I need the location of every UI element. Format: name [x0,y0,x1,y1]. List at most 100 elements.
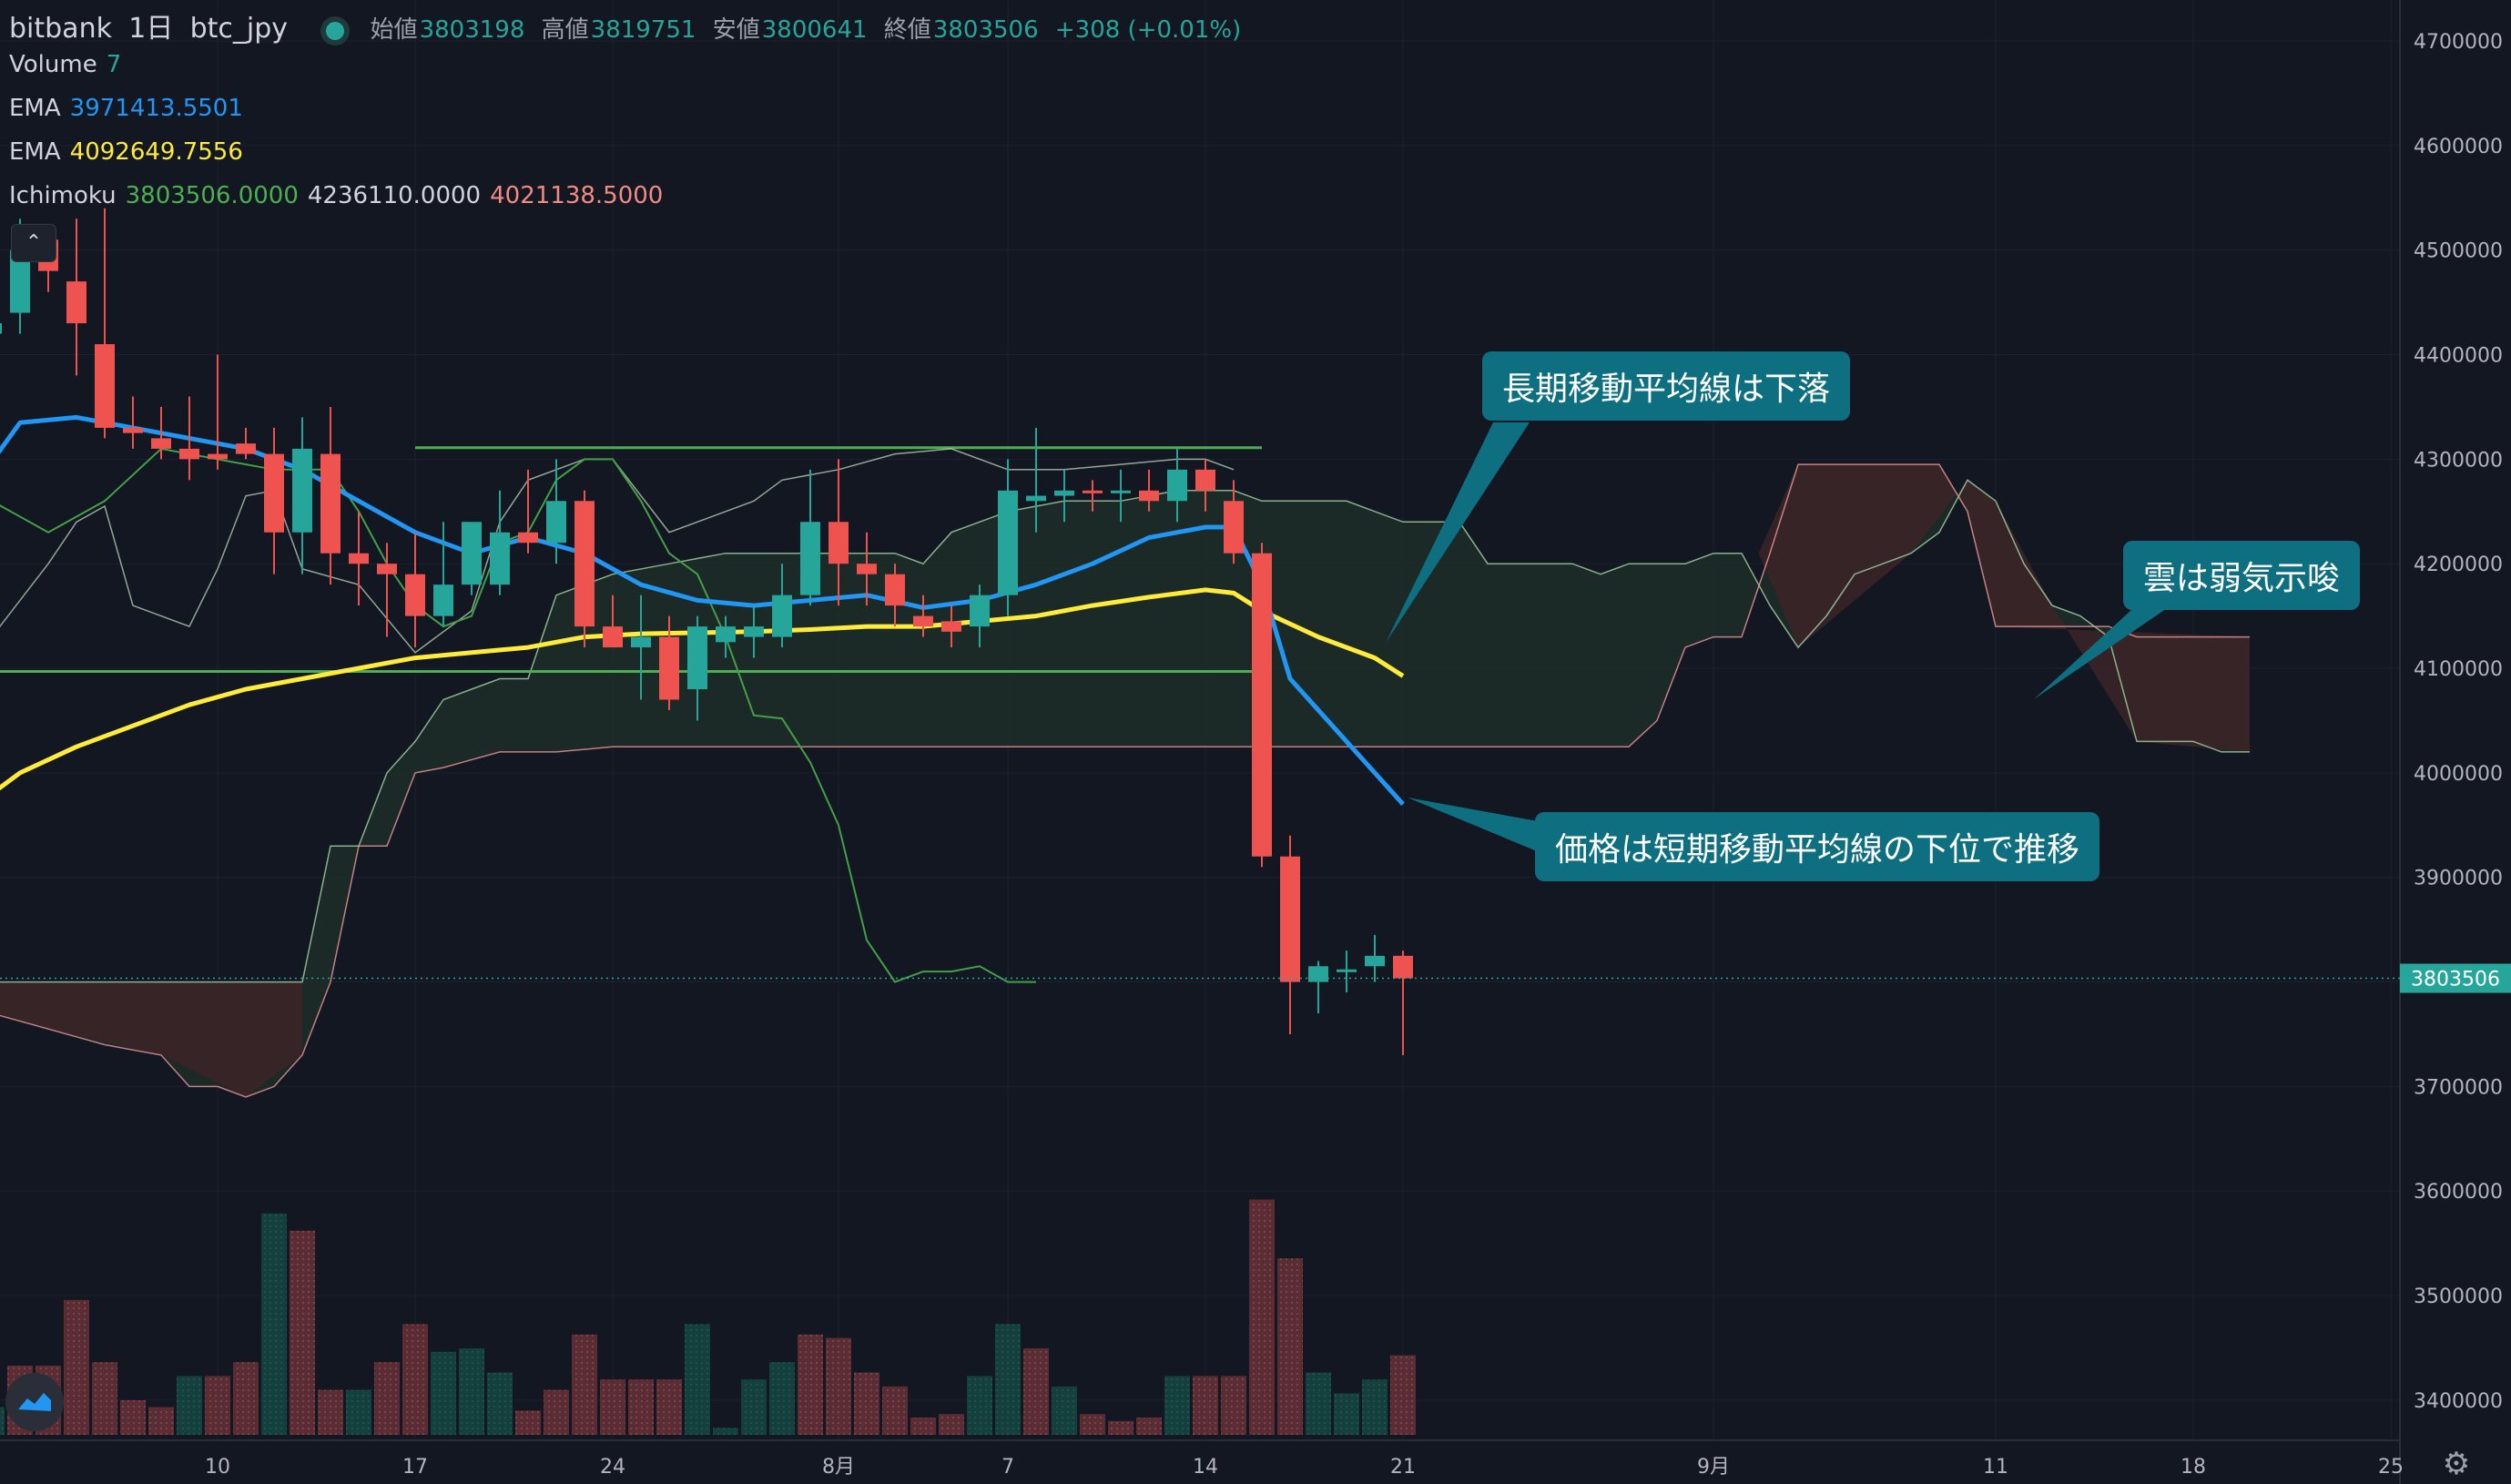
volume-bar [854,1372,879,1435]
candle-down [829,459,849,606]
price-tick-label: 4500000 [2414,240,2503,263]
volume-bar [1221,1376,1246,1435]
candle-up [546,459,566,564]
candle-body [0,323,2,334]
candle-up [998,459,1018,616]
market-status-icon [326,21,345,40]
volume-bar [572,1334,597,1435]
candle-body [208,453,228,460]
volume-bar [1193,1376,1218,1435]
volume-bar [741,1379,767,1435]
volume-bar [261,1213,287,1435]
open-label: 始値 [370,16,418,44]
ichimoku-legend[interactable]: Ichimoku 3803506.0000 4236110.0000 4021138.… [9,182,672,209]
volume-bar [233,1362,259,1435]
symbol-header: bitbank 1日 btc_jpy 始値3803198 高値3819751 安… [9,5,1250,46]
candle-up [1026,427,1046,533]
callout-cloud[interactable]: 雲は弱気示唆 [2123,541,2361,610]
candle-down [66,219,86,376]
candlesticks[interactable] [0,208,1413,1055]
candle-body [631,636,651,648]
volume-bar [544,1389,569,1435]
callout-price[interactable]: 価格は短期移動平均線の下位で推移 [1535,812,2100,881]
cloud-bear-fill [1758,464,2250,752]
candle-up [1054,469,1074,523]
volume-bar [1023,1348,1049,1435]
open-value: 3803198 [419,16,525,44]
ema-long-legend[interactable]: EMA 4092649.7556 [9,138,252,166]
candle-down [941,605,961,648]
price-tick-label: 3700000 [2414,1076,2503,1099]
candle-body [1139,490,1159,502]
cloud-bear-fill [0,981,302,1097]
candle-body [405,574,425,616]
candle-body [1280,856,1300,982]
ema-short-legend[interactable]: EMA 3971413.5501 [9,95,252,122]
tradingview-logo-icon[interactable] [5,1373,64,1431]
candle-body [10,249,30,313]
candle-body [546,501,566,544]
ichimoku-label: Ichimoku [9,182,117,209]
volume-bar [967,1376,992,1435]
change-value: +308 (+0.01%) [1054,16,1242,44]
candle-body [1111,490,1131,493]
price-axis[interactable]: 4700000 4600000 4500000 4400000 4300000 42000… [2414,31,2503,1413]
candle-body [1167,469,1187,502]
candle-body [1252,553,1272,857]
candle-down [377,543,397,637]
candle-body [1224,501,1244,554]
candle-body [236,443,256,454]
volume-bar [515,1410,541,1435]
last-price-tag [2400,963,2511,993]
exchange-name[interactable]: bitbank [9,13,112,45]
callout-long-ma-pointer [1386,422,1530,643]
price-tick-label: 4400000 [2414,345,2503,368]
time-tick-label: 14 [1193,1456,1218,1479]
time-axis[interactable]: 10 17 24 8月 7 14 21 9月 11 18 25 [205,1456,2404,1479]
ichimoku-cloud [0,463,2250,1098]
volume-bar [487,1372,513,1435]
candle-body [1026,495,1046,502]
collapse-legend-button[interactable]: ⌃ [11,224,56,262]
volume-bar [910,1418,936,1435]
candle-down [1224,480,1244,564]
candle-down [1252,543,1272,868]
volume-bar [939,1414,964,1435]
callout-long-ma[interactable]: 長期移動平均線は下落 [1482,351,1851,421]
time-tick-label: 8月 [822,1456,855,1479]
candle-up [970,584,990,648]
volume-legend[interactable]: Volume 7 [9,51,130,78]
candle-body [462,522,482,585]
candle-down [123,396,143,449]
candle-body [1195,469,1215,491]
candle-up [1365,934,1385,982]
candle-down [857,532,877,606]
time-tick-label: 25 [2378,1456,2404,1479]
volume-label: Volume [9,51,97,78]
gear-icon[interactable]: ⚙ [2442,1446,2471,1482]
candle-body [1054,490,1074,496]
candle-body [1308,966,1328,982]
candle-body [716,626,736,643]
price-tick-label: 3600000 [2414,1181,2503,1204]
volume-bar [318,1389,343,1435]
volume-bar [459,1348,484,1435]
volume-bar [1164,1376,1190,1435]
candle-body [800,522,820,595]
volume-bar [1362,1379,1388,1435]
candle-body [970,595,990,627]
time-tick-label: 10 [205,1456,230,1479]
volume-bar [600,1379,625,1435]
candle-body [292,448,312,533]
pair-name[interactable]: btc_jpy [189,13,289,45]
volume-bar [0,1407,5,1435]
candle-up [1111,469,1131,523]
candle-down [1280,835,1300,1034]
price-tick-label: 3400000 [2414,1390,2503,1413]
candle-body [320,453,341,554]
interval[interactable]: 1日 [128,13,174,45]
volume-bar [995,1324,1021,1435]
volume-bar [177,1376,202,1435]
candle-down [1195,459,1215,512]
